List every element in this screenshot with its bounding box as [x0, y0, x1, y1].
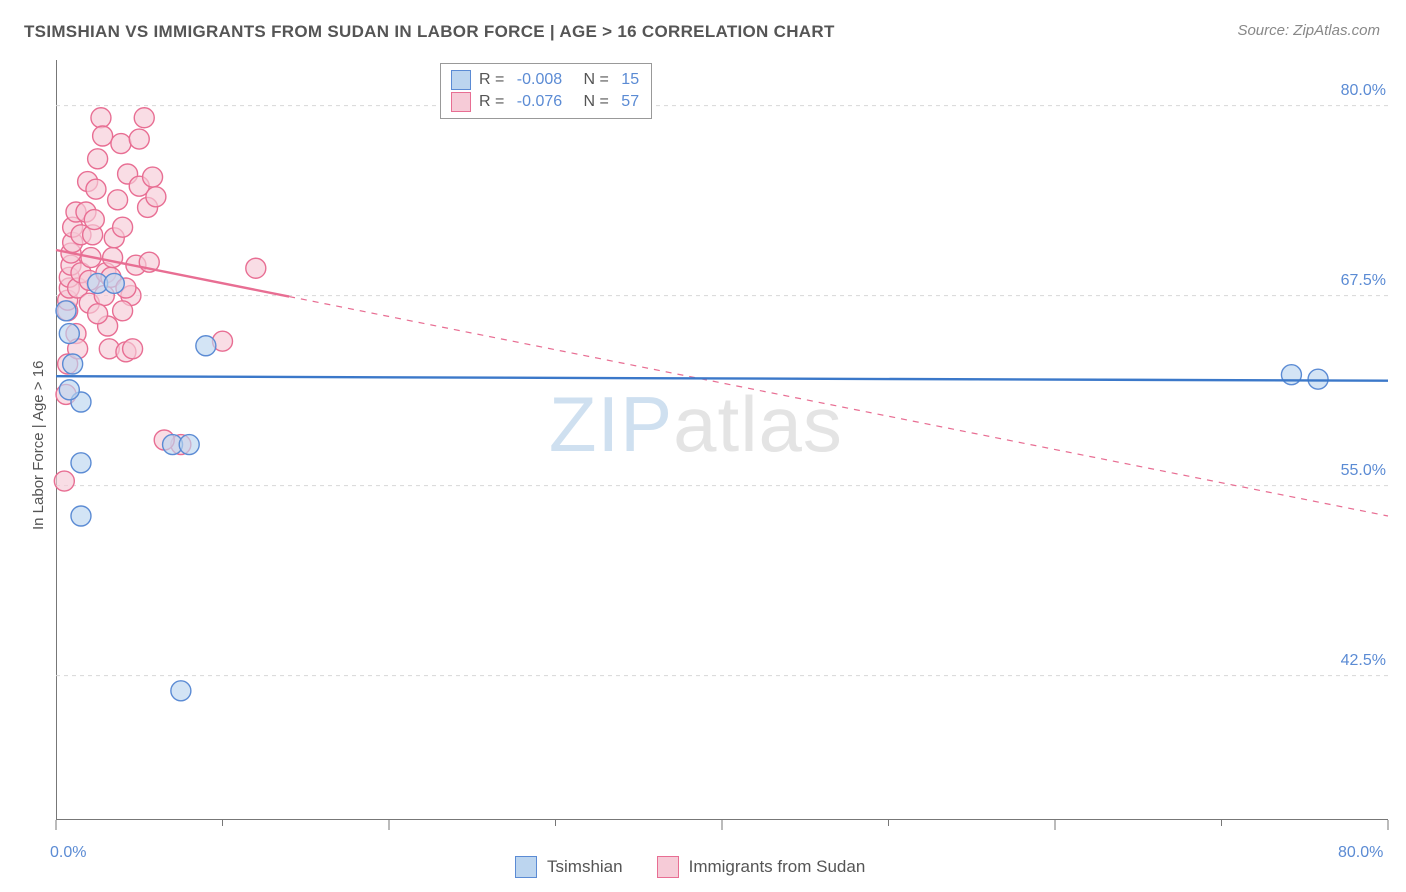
legend-r-value: -0.008 [517, 71, 562, 89]
legend-row: R = -0.008 N = 15 [451, 69, 639, 91]
data-point [63, 354, 83, 374]
legend-swatch [451, 70, 471, 90]
y-tick-label: 67.5% [1330, 272, 1386, 290]
data-point [88, 304, 108, 324]
data-point [59, 380, 79, 400]
legend-r-value: -0.076 [517, 93, 562, 111]
x-axis-max-label: 80.0% [1338, 844, 1383, 862]
legend-r-label: R = [479, 93, 509, 111]
data-point [111, 134, 131, 154]
legend-swatch [451, 92, 471, 112]
y-tick-label: 55.0% [1330, 462, 1386, 480]
legend-n-value: 15 [621, 71, 639, 89]
data-point [179, 435, 199, 455]
trend-line [56, 376, 1388, 381]
scatter-chart-svg [0, 0, 1406, 892]
y-tick-label: 42.5% [1330, 652, 1386, 670]
data-point [146, 187, 166, 207]
data-point [71, 453, 91, 473]
data-point [143, 167, 163, 187]
data-point [59, 324, 79, 344]
data-point [54, 471, 74, 491]
data-point [123, 339, 143, 359]
trend-line-extrapolated [289, 297, 1388, 516]
data-point [171, 681, 191, 701]
data-point [134, 108, 154, 128]
data-point [129, 129, 149, 149]
legend-series-label: Immigrants from Sudan [689, 857, 866, 877]
legend-series-label: Tsimshian [547, 857, 623, 877]
data-point [104, 273, 124, 293]
legend-n-value: 57 [621, 93, 639, 111]
data-point [103, 248, 123, 268]
data-point [108, 190, 128, 210]
legend-row: R = -0.076 N = 57 [451, 91, 639, 113]
data-point [113, 217, 133, 237]
x-axis-min-label: 0.0% [50, 844, 86, 862]
data-point [1281, 365, 1301, 385]
data-point [1308, 369, 1328, 389]
data-point [91, 108, 111, 128]
legend-r-label: R = [479, 71, 509, 89]
legend-swatch [657, 856, 679, 878]
data-point [56, 301, 76, 321]
y-tick-label: 80.0% [1330, 82, 1386, 100]
data-point [196, 336, 216, 356]
data-point [246, 258, 266, 278]
data-point [71, 506, 91, 526]
data-point [84, 210, 104, 230]
data-point [113, 301, 133, 321]
legend-n-label: N = [570, 71, 613, 89]
data-point [93, 126, 113, 146]
legend-swatch [515, 856, 537, 878]
legend-correlation: R = -0.008 N = 15R = -0.076 N = 57 [440, 63, 652, 119]
data-point [86, 179, 106, 199]
legend-n-label: N = [570, 93, 613, 111]
legend-series: Tsimshian Immigrants from Sudan [515, 856, 889, 878]
data-point [88, 149, 108, 169]
